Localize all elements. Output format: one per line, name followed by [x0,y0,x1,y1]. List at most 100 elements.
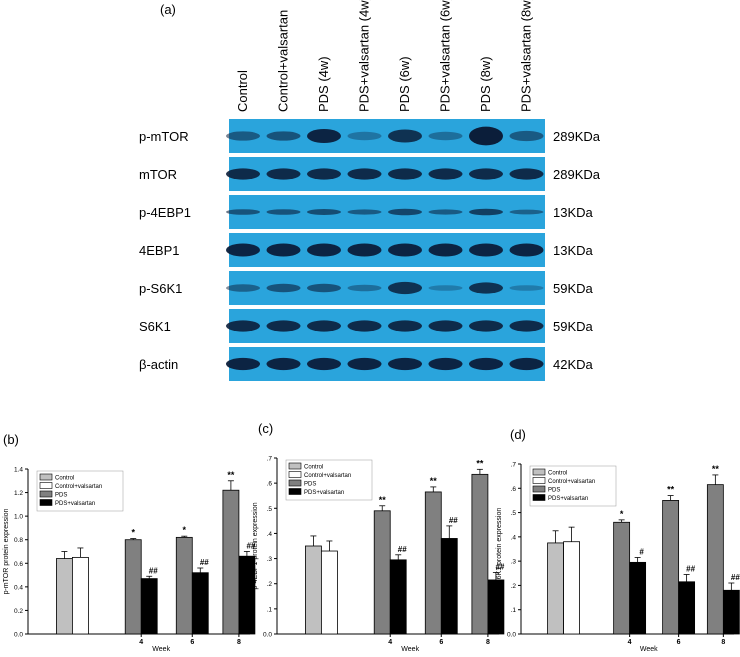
blot-band [266,283,301,293]
bar [706,484,724,635]
blot-band [347,284,382,292]
y-tick-label: .2 [267,581,273,588]
size-label: 289KDa [553,167,601,182]
significance-mark: * [183,525,187,535]
blot-band [266,209,301,215]
bar [304,545,322,635]
lane-label: PDS (6w) [397,56,412,112]
bar [140,578,158,635]
blot-band [307,320,341,332]
protein-label: mTOR [139,167,177,182]
significance-mark: * [620,509,624,519]
blot-band [509,357,544,371]
x-axis-label: Week [401,646,419,652]
blot-band [226,131,260,141]
lane-label: PDS+valsartan (8w) [519,0,534,112]
blot-band [509,285,544,291]
legend-label: Control+valsartan [304,473,351,479]
lane-label: Control [235,70,250,112]
lane-label: Control+valsartan [276,10,291,112]
blot-band [266,243,301,257]
significance-mark: ## [449,516,458,525]
significance-mark: ** [712,464,720,474]
protein-label: p-S6K1 [139,281,182,296]
y-tick-label: 0.0 [263,632,272,639]
protein-label: S6K1 [139,319,171,334]
significance-mark: # [639,548,644,557]
x-tick-label: 4 [139,639,143,646]
blot-band [388,129,422,143]
panel-letter: (d) [510,427,526,442]
blot-band [428,131,463,141]
legend-swatch [288,462,302,470]
blot-band [509,209,544,215]
blot-band [266,168,301,180]
significance-mark: ## [398,545,407,554]
blot-band [509,320,544,332]
significance-mark: ** [667,485,675,495]
x-tick-label: 6 [190,639,194,646]
blot-row [226,271,545,305]
y-tick-label: .5 [267,506,273,513]
blot-row [226,157,545,191]
blot-band [428,357,463,371]
legend-swatch [39,490,53,498]
significance-mark: ## [200,558,209,567]
bar [320,550,338,635]
bar [678,581,696,635]
bar [547,542,564,635]
bar [222,489,240,635]
x-tick-label: 8 [237,639,241,646]
blot-band [307,357,341,371]
legend-label: PDS+valsartan [548,496,588,502]
lane-label: PDS (8w) [478,56,493,112]
blot-band [347,131,382,141]
blot-band [266,357,301,371]
legend-label: PDS [55,493,67,499]
protein-label: p-mTOR [139,129,189,144]
western-blot-panel: (a) Control Control+valsartan PDS (4w) PDS+v… [139,0,601,381]
blot-band [388,320,422,332]
bar [373,510,391,635]
blot-band [469,357,503,371]
blot-band [428,320,463,332]
significance-mark: ** [476,458,484,468]
significance-mark: ** [227,470,235,480]
legend-swatch [39,473,53,481]
significance-mark: ** [430,476,438,486]
size-label: 59KDa [553,281,594,296]
y-tick-label: 0.4 [14,584,23,591]
bar [613,521,631,635]
bar [440,538,458,635]
protein-label: p-4EBP1 [139,205,191,220]
blot-band [347,168,382,180]
legend-label: Control [304,465,323,471]
chart-1: (c) 0.0 .1 .2 .3 .4 .5 .6 .7 p-4EBP1 protein expr… [252,421,505,653]
bar [389,559,407,635]
significance-mark: ** [379,495,387,505]
legend: Control Control+valsartan PDS PDS+valsartan [529,465,617,507]
blot-band [226,209,260,215]
protein-label: 4EBP1 [139,243,179,258]
bar [487,579,505,635]
y-tick-label: 0.2 [14,608,23,615]
blot-band [307,209,341,215]
bar [471,473,489,635]
legend-swatch [288,479,302,487]
lane-label: PDS+valsartan (6w) [438,0,453,112]
bar [722,589,740,635]
blot-band [388,208,422,216]
legend-swatch [39,499,53,506]
legend-label: Control [55,476,74,482]
x-tick-label: 8 [721,639,725,646]
x-tick-label: 6 [677,639,681,646]
panel-letter: (b) [3,432,19,447]
blot-band [469,243,503,257]
y-tick-label: 1.2 [14,490,23,497]
y-tick-label: .7 [267,456,273,463]
legend-swatch [39,482,53,489]
significance-mark: ## [686,565,695,574]
blot-band [347,209,382,215]
bar [175,536,193,635]
y-tick-label: .1 [267,606,273,613]
